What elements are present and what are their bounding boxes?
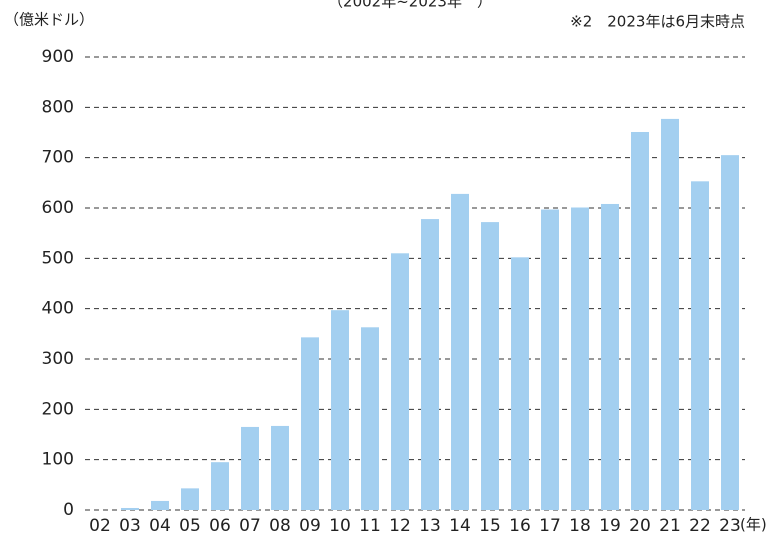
x-tick-label: 22 — [689, 516, 711, 535]
x-axis-label: (年) — [740, 516, 767, 534]
x-tick-label: 11 — [359, 516, 381, 535]
y-tick-label: 500 — [42, 248, 74, 268]
annotation: ※2 2023年は6月末時点 — [570, 13, 745, 31]
x-tick-label: 04 — [149, 516, 171, 535]
bar — [241, 426, 259, 510]
y-axis-label: （億米ドル） — [4, 11, 94, 29]
y-tick-label: 200 — [42, 399, 74, 419]
y-tick-label: 100 — [42, 450, 74, 470]
x-tick-label: 18 — [569, 516, 591, 535]
bar — [361, 327, 379, 510]
bar — [211, 462, 229, 510]
bar — [481, 222, 499, 511]
y-tick-label: 900 — [42, 47, 74, 67]
x-tick-label: 13 — [419, 516, 441, 535]
bar — [391, 253, 409, 511]
x-tick-label: 19 — [599, 516, 621, 535]
x-tick-label: 17 — [539, 516, 561, 535]
x-tick-label: 23 — [719, 516, 741, 535]
bar — [301, 337, 319, 510]
bar — [631, 131, 649, 510]
y-tick-label: 600 — [42, 198, 74, 218]
x-tick-label: 09 — [299, 516, 321, 535]
x-tick-label: 14 — [449, 516, 471, 535]
bar — [511, 257, 529, 510]
y-tick-label: 300 — [42, 349, 74, 369]
x-tick-label: 03 — [119, 516, 141, 535]
bar — [571, 207, 589, 510]
x-tick-label: 20 — [629, 516, 651, 535]
bar — [541, 209, 559, 510]
x-tick-label: 02 — [89, 516, 111, 535]
y-tick-label: 400 — [42, 299, 74, 319]
y-tick-label: 700 — [42, 148, 74, 168]
y-tick-label: 0 — [63, 500, 74, 520]
y-tick-label: 800 — [42, 97, 74, 117]
x-tick-label: 21 — [659, 516, 681, 535]
x-tick-label: 15 — [479, 516, 501, 535]
bar — [661, 118, 679, 510]
bar — [271, 425, 289, 510]
bar — [601, 203, 619, 510]
bar — [421, 219, 439, 510]
bar — [151, 500, 169, 510]
bar — [721, 155, 739, 510]
x-tick-label: 10 — [329, 516, 351, 535]
bar — [691, 181, 709, 510]
x-tick-label: 08 — [269, 516, 291, 535]
bar — [181, 488, 199, 510]
chart-subtitle: （2002年~2023年 ） — [328, 0, 492, 11]
bar — [331, 310, 349, 510]
x-tick-label: 05 — [179, 516, 201, 535]
bar — [121, 507, 139, 510]
x-tick-label: 07 — [239, 516, 261, 535]
x-tick-label: 06 — [209, 516, 231, 535]
x-tick-label: 12 — [389, 516, 411, 535]
x-tick-label: 16 — [509, 516, 531, 535]
bar — [451, 193, 469, 510]
